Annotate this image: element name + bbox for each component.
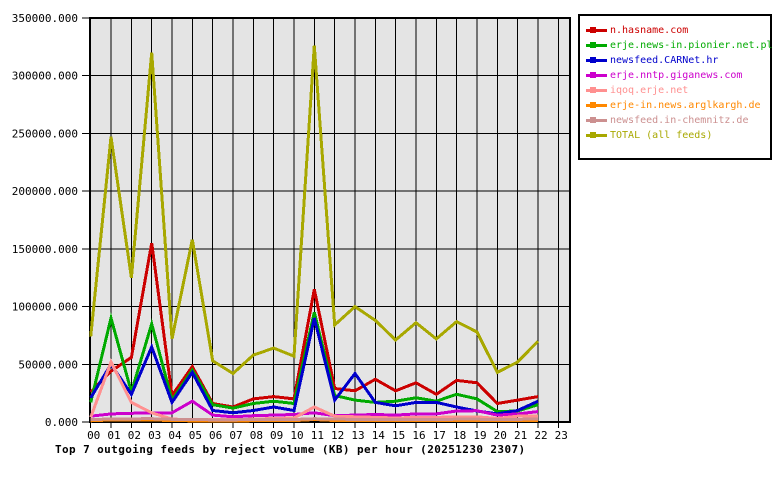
- y-tick-label: 100000.000: [12, 301, 78, 314]
- legend-sample-line: [586, 59, 607, 62]
- legend-line-sample: [586, 26, 607, 35]
- legend-label: iqoq.erje.net: [610, 85, 689, 96]
- legend-sample-marker-icon: [590, 132, 596, 138]
- legend-label: erje.nntp.giganews.com: [610, 70, 743, 81]
- chart-title: Top 7 outgoing feeds by reject volume (K…: [55, 443, 526, 456]
- series-line: [89, 311, 539, 414]
- x-tick-label: 14: [372, 429, 386, 442]
- y-tick-label: 0.000: [45, 416, 78, 429]
- legend-line-sample: [586, 101, 607, 110]
- legend-sample-line: [586, 29, 607, 32]
- legend-label: newsfeed.in-chemnitz.de: [610, 115, 749, 126]
- legend-sample-line: [586, 44, 607, 47]
- legend-item: n.hasname.com: [586, 23, 770, 38]
- legend-item: newsfeed.in-chemnitz.de: [586, 113, 770, 128]
- y-tick-label: 150000.000: [12, 243, 78, 256]
- x-tick-label: 06: [209, 429, 222, 442]
- x-tick-label: 19: [473, 429, 486, 442]
- x-tick-label: 04: [168, 429, 182, 442]
- legend-line-sample: [586, 71, 607, 80]
- legend-label: newsfeed.CARNet.hr: [610, 55, 719, 66]
- series-line: [89, 358, 538, 422]
- x-tick-label: 22: [534, 429, 547, 442]
- legend-line-sample: [586, 131, 607, 140]
- x-tick-label: 01: [107, 429, 120, 442]
- legend-sample-marker-icon: [590, 72, 596, 78]
- x-tick-label: 20: [494, 429, 507, 442]
- series-line: [89, 45, 540, 376]
- legend-sample-marker-icon: [590, 27, 596, 33]
- legend-sample-line: [586, 74, 607, 77]
- chart-legend: n.hasname.com erje.news-in.pionier.net.pl…: [578, 14, 773, 160]
- legend-line-sample: [586, 116, 607, 125]
- legend-sample-line: [586, 134, 607, 137]
- legend-label: TOTAL (all feeds): [610, 130, 713, 141]
- legend-sample-line: [586, 89, 607, 92]
- legend-item: erje.nntp.giganews.com: [586, 68, 770, 83]
- legend-line-sample: [586, 41, 607, 50]
- legend-sample-marker-icon: [590, 42, 596, 48]
- legend-label: erje.news-in.pionier.net.pl: [610, 40, 773, 51]
- x-tick-label: 16: [412, 429, 425, 442]
- legend-item: erje-in.news.arglkargh.de: [586, 98, 770, 113]
- y-tick-label: 200000.000: [12, 185, 78, 198]
- x-tick-label: 10: [290, 429, 303, 442]
- x-tick-label: 12: [331, 429, 344, 442]
- legend-sample-marker-icon: [590, 87, 596, 93]
- legend-label: n.hasname.com: [610, 25, 689, 36]
- x-tick-label: 00: [87, 429, 100, 442]
- y-tick-label: 350000.000: [12, 12, 78, 25]
- x-tick-label: 23: [555, 429, 568, 442]
- y-tick-label: 50000.000: [18, 358, 78, 371]
- legend-sample-marker-icon: [590, 102, 596, 108]
- series-line: [90, 417, 539, 422]
- legend-label: erje-in.news.arglkargh.de: [610, 100, 761, 111]
- legend-item: newsfeed.CARNet.hr: [586, 53, 770, 68]
- legend-line-sample: [586, 86, 607, 95]
- x-tick-label: 18: [453, 429, 466, 442]
- legend-item: erje.news-in.pionier.net.pl: [586, 38, 773, 53]
- y-tick-label: 300000.000: [12, 70, 78, 83]
- x-tick-label: 02: [128, 429, 141, 442]
- x-tick-label: 17: [433, 429, 446, 442]
- x-tick-label: 07: [229, 429, 242, 442]
- x-tick-label: 21: [514, 429, 527, 442]
- legend-sample-marker-icon: [590, 57, 596, 63]
- legend-item: iqoq.erje.net: [586, 83, 770, 98]
- legend-sample-line: [586, 119, 607, 122]
- x-tick-label: 11: [311, 429, 324, 442]
- x-tick-label: 03: [148, 429, 161, 442]
- legend-sample-marker-icon: [590, 117, 596, 123]
- legend-item: TOTAL (all feeds): [586, 128, 770, 143]
- series-line: [90, 399, 539, 419]
- legend-sample-line: [586, 104, 607, 107]
- y-tick-label: 250000.000: [12, 127, 78, 140]
- x-tick-label: 15: [392, 429, 405, 442]
- x-tick-label: 09: [270, 429, 283, 442]
- plot-border: [89, 17, 571, 423]
- x-tick-label: 13: [351, 429, 364, 442]
- series-line: [89, 242, 539, 409]
- x-tick-label: 08: [250, 429, 263, 442]
- series-line: [89, 317, 539, 416]
- x-tick-label: 05: [189, 429, 202, 442]
- legend-line-sample: [586, 56, 607, 65]
